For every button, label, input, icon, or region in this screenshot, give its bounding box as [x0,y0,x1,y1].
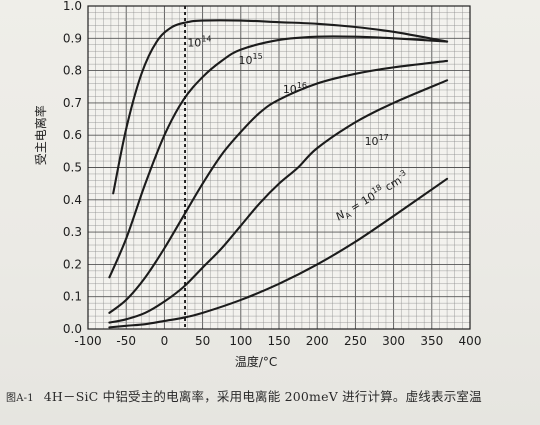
x-tick-label: 50 [195,334,210,348]
x-tick-label: -50 [116,334,136,348]
y-tick-label: 0.7 [63,96,82,110]
x-tick-label: 300 [382,334,405,348]
x-axis-label: 温度/°C [235,354,277,369]
ionization-chart: -100 -50 0 50 100 150 200 250 300 350 400 0.0 0.1 0.2… [33,0,482,369]
x-tick-label: -100 [74,334,101,348]
data-series [108,19,449,329]
x-tick-label: 150 [268,334,291,348]
y-tick-label: 1.0 [63,0,82,13]
series-label-4: 1017 [365,133,389,148]
x-tick-label: 350 [420,334,443,348]
y-tick-label: 0.4 [63,193,82,207]
x-tick-label: 400 [459,334,482,348]
y-tick-label: 0.9 [63,31,82,45]
series-line-4 [108,79,449,324]
y-tick-label: 0.6 [63,128,82,142]
y-tick-label: 0.3 [63,225,82,239]
figure-number: 图A-1 [6,393,34,404]
y-tick-label: 0.2 [63,257,82,271]
plot-frame [87,5,471,330]
tick-labels: -100 -50 0 50 100 150 200 250 300 350 400 0.0 0.1 0.2… [63,0,482,348]
series-line-2 [108,35,449,279]
y-tick-label: 0.1 [63,290,82,304]
figure-caption: 图A-1 4H－SiC 中铝受主的电离率，采用电离能 200meV 进行计算。虚线… [6,386,536,405]
series-line-3 [108,59,449,314]
series-label-3: 1016 [283,81,307,96]
series-line-1 [112,19,449,195]
caption-text: 4H－SiC 中铝受主的电离率，采用电离能 200meV 进行计算。虚线表示室温 [43,389,482,404]
x-tick-label: 250 [344,334,367,348]
chart-axes [87,5,471,330]
chart-grid [87,5,471,330]
x-tick-label: 0 [161,334,169,348]
y-tick-label: 0.0 [63,322,82,336]
series-line-5 [108,177,449,329]
series-label-1: 1014 [187,34,211,49]
x-tick-label: 100 [229,334,252,348]
x-tick-label: 200 [306,334,329,348]
y-tick-label: 0.5 [63,161,82,175]
series-label-2: 1015 [239,52,263,67]
y-axis-label: 受主电离率 [33,105,48,165]
y-tick-label: 0.8 [63,64,82,78]
